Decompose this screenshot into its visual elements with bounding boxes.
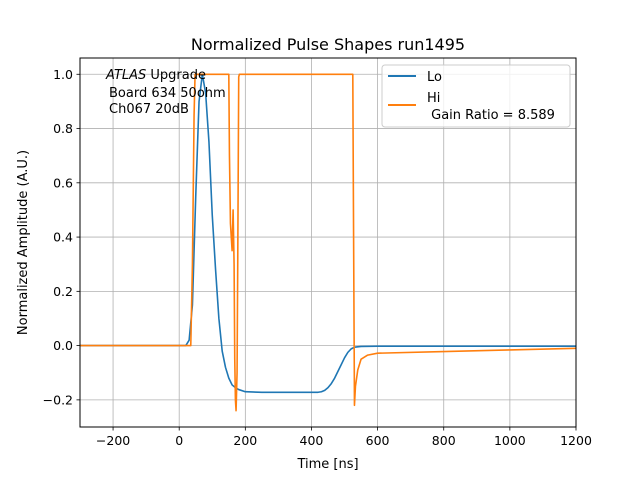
x-tick-label: 600: [366, 433, 390, 448]
x-tick-label: 1200: [560, 433, 592, 448]
y-tick-label: 1.0: [53, 67, 73, 82]
annotation-line-1: ATLAS Upgrade: [105, 68, 206, 83]
legend-box: [381, 64, 571, 128]
y-tick-label: −0.2: [43, 392, 73, 407]
x-tick-label: 400: [300, 433, 324, 448]
y-tick-label: 0.2: [53, 284, 73, 299]
x-tick-label: 1000: [494, 433, 526, 448]
legend-label-gain-ratio: Gain Ratio = 8.589: [427, 108, 555, 123]
y-tick-label: 0.4: [53, 230, 73, 245]
x-axis-label: Time [ns]: [296, 457, 358, 472]
y-tick-label: 0.8: [53, 121, 73, 136]
y-axis-label: Normalized Amplitude (A.U.): [16, 150, 31, 335]
legend: Lo Hi Gain Ratio = 8.589: [381, 64, 571, 128]
annotation-line-2: Board 634 50ohm: [109, 86, 226, 101]
atlas-annotation: ATLAS Upgrade Board 634 50ohm Ch067 20dB: [105, 68, 226, 117]
y-tick-label: 0.6: [53, 175, 73, 190]
chart-title: Normalized Pulse Shapes run1495: [191, 35, 465, 54]
plot-frame: [79, 57, 577, 428]
annotation-line-3: Ch067 20dB: [109, 102, 189, 117]
series-lines: [80, 73, 576, 412]
axis-ticks: −200 0 200 400 600 800 1000 1200 −0.2 0.0 0.2 0.4 0.…: [43, 67, 592, 448]
legend-label-lo: Lo: [427, 70, 442, 85]
legend-label-hi: Hi: [427, 91, 440, 106]
x-tick-label: 800: [432, 433, 456, 448]
y-tick-label: 0.0: [53, 338, 73, 353]
series-line-lo: [80, 73, 576, 394]
series-line-hi: [80, 73, 576, 412]
x-tick-label: 200: [233, 433, 257, 448]
x-tick-label: −200: [96, 433, 130, 448]
x-tick-label: 0: [175, 433, 183, 448]
